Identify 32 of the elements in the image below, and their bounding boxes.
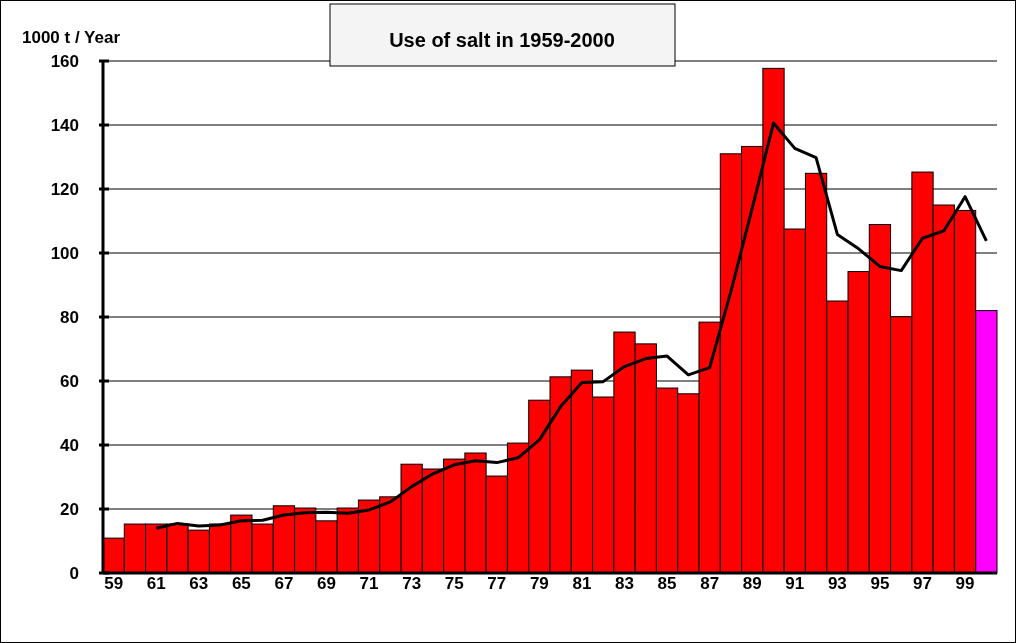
x-tick-label: 61 xyxy=(146,574,166,593)
y-tick-label: 100 xyxy=(50,243,79,263)
y-axis-title: 1000 t / Year xyxy=(22,28,121,47)
y-tick-label: 120 xyxy=(50,179,79,199)
x-tick-label: 77 xyxy=(487,574,507,593)
x-tick-label: 69 xyxy=(317,574,336,593)
y-tick-label: 40 xyxy=(60,435,79,455)
x-tick-label: 63 xyxy=(189,574,209,593)
y-tick-label: 140 xyxy=(50,115,79,135)
x-tick-label: 73 xyxy=(402,574,422,593)
y-tick-label: 80 xyxy=(60,307,79,327)
x-tick-label: 83 xyxy=(615,574,634,593)
x-tick-label: 95 xyxy=(870,574,890,593)
y-tick-label: 0 xyxy=(69,563,79,583)
x-tick-label: 93 xyxy=(827,574,847,593)
x-tick-label: 81 xyxy=(572,574,592,593)
x-tick-label: 91 xyxy=(785,574,805,593)
x-tick-label: 97 xyxy=(913,574,932,593)
x-tick-label: 59 xyxy=(104,574,124,593)
x-tick-label: 71 xyxy=(359,574,379,593)
y-tick-label: 20 xyxy=(60,499,79,519)
x-tick-label: 65 xyxy=(231,574,251,593)
y-tick-label: 160 xyxy=(50,51,79,71)
x-tick-label: 75 xyxy=(444,574,464,593)
chart-title: Use of salt in 1959-2000 xyxy=(389,29,615,51)
x-tick-label: 79 xyxy=(529,574,549,593)
x-tick-label: 67 xyxy=(274,574,294,593)
y-tick-label: 60 xyxy=(60,371,79,391)
x-tick-label: 89 xyxy=(742,574,762,593)
x-tick-label: 87 xyxy=(700,574,720,593)
x-tick-label: 99 xyxy=(955,574,975,593)
x-tick-label: 85 xyxy=(657,574,677,593)
